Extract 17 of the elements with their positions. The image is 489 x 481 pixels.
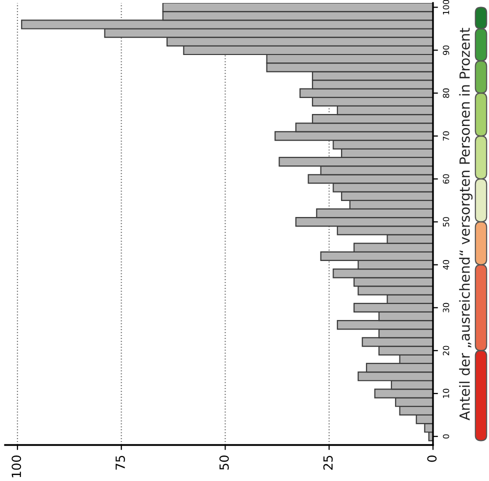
x-tick-label: 100 [12, 456, 22, 478]
y-axis-title: Anteil der „ausreichend“ versorgten Personen in Prozent [459, 28, 473, 420]
x-tick-label: 50 [219, 456, 229, 470]
y-tick-label: 20 [442, 346, 450, 356]
y-tick-label: 50 [442, 217, 450, 227]
x-tick-label: 25 [323, 456, 333, 470]
x-tick-label: 0 [427, 456, 437, 462]
y-tick-label: 100 [442, 0, 450, 14]
y-tick-label: 60 [442, 174, 450, 184]
y-tick-label: 30 [442, 302, 450, 312]
y-tick-label: 40 [442, 260, 450, 270]
y-tick-label: 90 [442, 45, 450, 55]
x-tick-label: 75 [116, 456, 125, 470]
y-tick-label: 70 [442, 131, 450, 141]
y-tick-label: 0 [442, 434, 450, 439]
y-tick-label: 80 [442, 88, 450, 98]
y-tick-label: 10 [442, 388, 450, 398]
